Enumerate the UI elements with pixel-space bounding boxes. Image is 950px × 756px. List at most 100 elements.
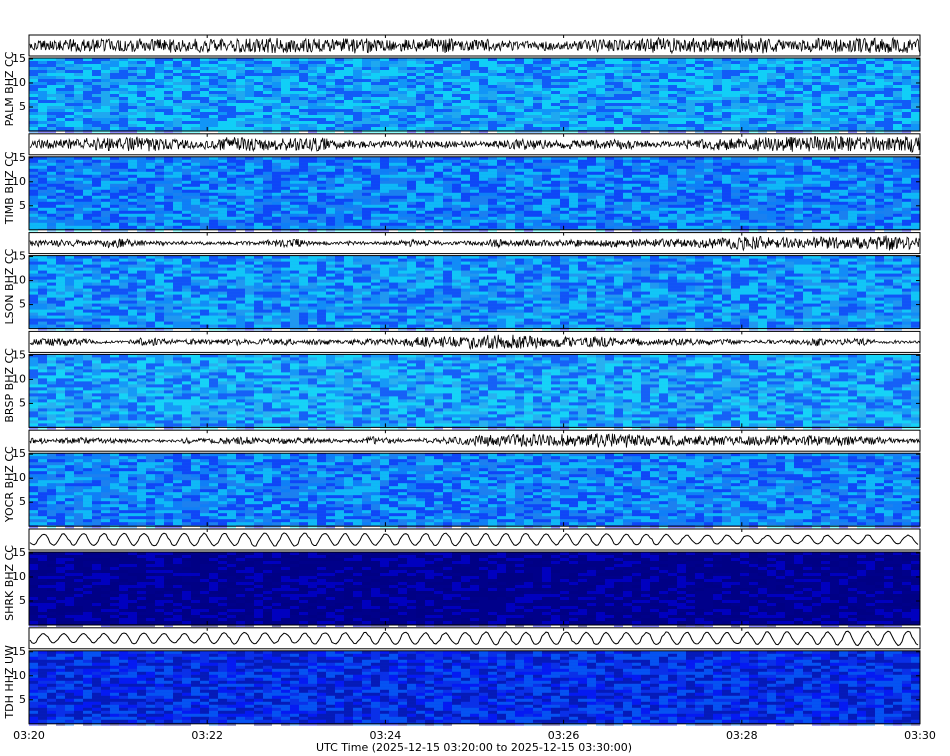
spectrogram-cell bbox=[875, 219, 884, 223]
spectrogram-cell bbox=[263, 127, 272, 130]
spectrogram-cell bbox=[362, 127, 371, 130]
spectrogram-cell bbox=[380, 261, 389, 265]
spectrogram-cell bbox=[785, 61, 794, 64]
spectrogram-cell bbox=[317, 177, 326, 181]
spectrogram-cell bbox=[677, 118, 686, 121]
spectrogram-cell bbox=[767, 258, 776, 262]
spectrogram-cell bbox=[614, 216, 623, 220]
spectrogram-cell bbox=[83, 258, 92, 262]
spectrogram-cell bbox=[812, 204, 821, 208]
spectrogram-cell bbox=[434, 285, 443, 289]
spectrogram-cell bbox=[371, 124, 380, 127]
spectrogram-cell bbox=[308, 85, 317, 88]
spectrogram-cell bbox=[191, 58, 200, 61]
spectrogram-cell bbox=[371, 174, 380, 178]
spectrogram-cell bbox=[641, 189, 650, 193]
spectrogram-cell bbox=[488, 168, 497, 172]
spectrogram-cell bbox=[281, 225, 290, 229]
spectrogram-cell bbox=[47, 210, 56, 214]
spectrogram-cell bbox=[470, 174, 479, 178]
spectrogram-cell bbox=[236, 100, 245, 103]
spectrogram-cell bbox=[461, 180, 470, 184]
spectrogram-cell bbox=[344, 189, 353, 193]
spectrogram-cell bbox=[461, 115, 470, 118]
spectrogram-cell bbox=[281, 288, 290, 292]
spectrogram-cell bbox=[812, 285, 821, 289]
spectrogram-cell bbox=[272, 216, 281, 220]
spectrogram-cell bbox=[164, 222, 173, 226]
spectrogram-cell bbox=[614, 207, 623, 211]
spectrogram-cell bbox=[515, 189, 524, 193]
spectrogram-cell bbox=[551, 94, 560, 97]
spectrogram-cell bbox=[470, 79, 479, 82]
spectrogram-cell bbox=[560, 106, 569, 109]
spectrogram-cell bbox=[461, 79, 470, 82]
spectrogram-cell bbox=[398, 288, 407, 292]
spectrogram-cell bbox=[902, 204, 911, 208]
spectrogram-cell bbox=[695, 94, 704, 97]
spectrogram-cell bbox=[785, 186, 794, 190]
spectrogram-cell bbox=[326, 67, 335, 70]
spectrogram-cell bbox=[785, 165, 794, 169]
spectrogram-cell bbox=[605, 58, 614, 61]
spectrogram-cell bbox=[560, 207, 569, 211]
spectrogram-cell bbox=[317, 168, 326, 172]
spectrogram-cell bbox=[380, 124, 389, 127]
spectrogram-cell bbox=[659, 156, 668, 160]
spectrogram-cell bbox=[371, 192, 380, 196]
spectrogram-cell bbox=[848, 112, 857, 115]
spectrogram-cell bbox=[452, 282, 461, 286]
spectrogram-cell bbox=[173, 282, 182, 286]
spectrogram-cell bbox=[785, 174, 794, 178]
spectrogram-cell bbox=[101, 276, 110, 280]
spectrogram-cell bbox=[902, 279, 911, 283]
spectrogram-cell bbox=[254, 156, 263, 160]
spectrogram-cell bbox=[767, 67, 776, 70]
spectrogram-cell bbox=[434, 189, 443, 193]
spectrogram-cell bbox=[749, 282, 758, 286]
spectrogram-cell bbox=[56, 285, 65, 289]
spectrogram-cell bbox=[776, 288, 785, 292]
spectrogram-cell bbox=[677, 270, 686, 274]
spectrogram-cell bbox=[866, 198, 875, 202]
spectrogram-cell bbox=[38, 162, 47, 166]
spectrogram-cell bbox=[209, 165, 218, 169]
spectrogram-cell bbox=[137, 85, 146, 88]
spectrogram-cell bbox=[704, 85, 713, 88]
spectrogram-cell bbox=[569, 219, 578, 223]
spectrogram-cell bbox=[686, 183, 695, 187]
spectrogram-cell bbox=[587, 121, 596, 124]
spectrogram-cell bbox=[164, 180, 173, 184]
spectrogram-cell bbox=[326, 61, 335, 64]
spectrogram-cell bbox=[128, 285, 137, 289]
spectrogram-cell bbox=[47, 165, 56, 169]
spectrogram-cell bbox=[848, 159, 857, 163]
spectrogram-cell bbox=[587, 174, 596, 178]
spectrogram-cell bbox=[227, 174, 236, 178]
spectrogram-cell bbox=[245, 198, 254, 202]
spectrogram-cell bbox=[560, 186, 569, 190]
spectrogram-cell bbox=[803, 192, 812, 196]
spectrogram-cell bbox=[182, 198, 191, 202]
spectrogram-cell bbox=[299, 216, 308, 220]
spectrogram-cell bbox=[839, 168, 848, 172]
spectrogram-cell bbox=[650, 261, 659, 265]
spectrogram-cell bbox=[911, 118, 920, 121]
spectrogram-cell bbox=[245, 255, 254, 259]
spectrogram-cell bbox=[137, 177, 146, 181]
spectrogram-cell bbox=[425, 79, 434, 82]
spectrogram-cell bbox=[542, 207, 551, 211]
spectrogram-cell bbox=[578, 58, 587, 61]
spectrogram-cell bbox=[227, 225, 236, 229]
spectrogram-cell bbox=[821, 174, 830, 178]
spectrogram-cell bbox=[245, 270, 254, 274]
spectrogram-cell bbox=[839, 279, 848, 283]
spectrogram-cell bbox=[461, 192, 470, 196]
spectrogram-cell bbox=[704, 255, 713, 259]
spectrogram-cell bbox=[155, 76, 164, 79]
spectrogram-cell bbox=[767, 261, 776, 265]
spectrogram-cell bbox=[560, 109, 569, 112]
spectrogram-cell bbox=[362, 85, 371, 88]
spectrogram-cell bbox=[434, 261, 443, 265]
spectrogram-cell bbox=[569, 261, 578, 265]
